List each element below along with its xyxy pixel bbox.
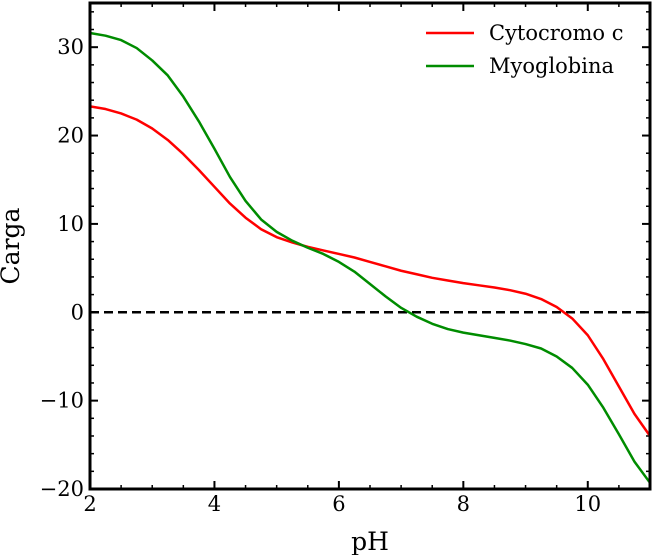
series-line-cytocromo-c [89,105,652,437]
legend: Cytocromo c Myoglobina [426,21,623,78]
x-tick-label: 10 [574,492,601,516]
series-line-myoglobina [89,31,652,484]
x-tick-label: 2 [83,492,96,516]
x-tick-label: 8 [457,492,470,516]
plot-frame [88,1,652,491]
y-tick-label: 30 [57,35,84,59]
legend-label-cytocromo-c: Cytocromo c [489,21,623,45]
x-tick-label: 4 [208,492,221,516]
legend-label-myoglobina: Myoglobina [489,54,614,78]
y-tick-label: 10 [57,212,84,236]
y-tick-label: −10 [40,389,84,413]
y-tick-label: 20 [57,124,84,148]
y-axis-label: Carga [0,207,25,284]
series-layer [89,31,652,484]
tick-labels: 2 4 6 8 10 −20 −10 0 10 20 30 [40,35,601,516]
x-tick-label: 6 [332,492,345,516]
y-tick-label: −20 [40,477,84,501]
y-tick-label: 0 [71,300,84,324]
x-axis-label: pH [351,527,389,555]
